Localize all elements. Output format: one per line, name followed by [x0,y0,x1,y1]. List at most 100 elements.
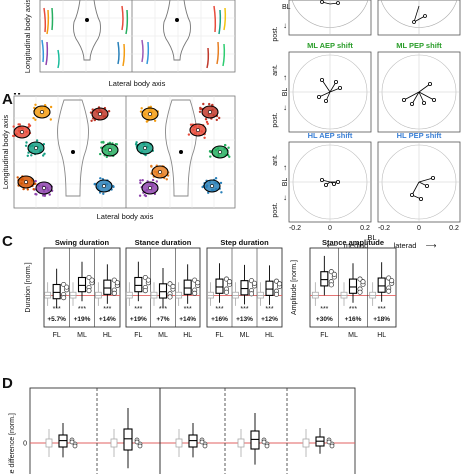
foot-cluster [138,178,159,198]
panel-aii-plot-frame [13,95,236,209]
category-label: HL [183,332,192,339]
control-box [232,282,239,306]
panel-c-subplot-4: Stance amplitude *** +30% FL *** +16% ML *** +18… [291,238,397,339]
category-label: FL [215,332,223,339]
change-label: +19% [74,316,91,323]
significance-label: *** [378,306,386,313]
ml-pep-title: ML PEP shift [396,41,442,50]
subplot-title: Stance duration [135,238,192,247]
xtick-right-1: 0.2 [360,225,370,232]
shift-bl-top-label: BL [282,4,291,11]
svg-text:↑: ↑ [283,73,287,82]
change-label: +14% [179,316,196,323]
subplot-ylabel: Amplitude [norm.] [291,260,298,315]
svg-text:↓: ↓ [283,103,287,112]
foot-cluster [24,139,46,157]
experimental-box [77,261,87,302]
change-label: +30% [316,316,333,323]
control-box [94,282,102,306]
panel-c-subplot-3: Step duration *** +16% FL *** +13% ML *** +12% HL [206,238,283,339]
xtick-left-2: -0.2 [378,225,390,232]
xtick-mid-1: 0 [328,225,332,232]
control-box [44,282,52,306]
change-label: +5.7% [47,316,66,323]
panel-d: 0 se difference [norm.] [9,387,356,474]
experimental-box [265,265,274,305]
significance-label: *** [134,306,142,313]
experimental-box [158,268,168,308]
category-label: FL [320,332,328,339]
animal-medians [248,278,258,297]
foot-cluster [198,102,221,122]
experimental-box [215,263,224,303]
svg-text:⟵: ⟵ [327,241,339,250]
difference-box [237,413,270,465]
shift-xlabel-bl: BL [367,233,376,242]
shift-post-top-label: post. [272,26,279,41]
panel-d-frame [29,387,356,474]
difference-box [302,428,335,457]
foot-cluster [187,120,209,139]
change-label: +7% [156,316,169,323]
foot-cluster [139,105,159,123]
animal-medians [328,269,337,288]
panel-d-ylabel: se difference [norm.] [9,413,16,474]
change-label: +16% [345,316,362,323]
subplot-title: Swing duration [55,238,110,247]
animal-medians [86,274,95,294]
control-box [175,282,183,306]
experimental-box [348,263,358,303]
panel-c-subplot-2: Stance duration *** +19% FL *** +7% ML *** +14% H… [125,238,201,339]
change-label: +13% [236,316,253,323]
change-label: +12% [261,316,278,323]
change-label: +14% [99,316,116,323]
xtick-right-2: 0.2 [449,225,459,232]
panel-a-ylabel: Longitudinal body axis [23,0,32,73]
difference-box [175,423,208,458]
experimental-box [240,264,249,305]
panel-c-letter: C [2,233,13,250]
significance-label: *** [103,306,111,313]
category-label: ML [348,332,358,339]
svg-text:↓: ↓ [283,193,287,202]
foot-cluster [150,164,170,181]
shift-panels: BL ↓ post. ML AEP shift ML PEP shift ant… [272,0,461,250]
hl-bl-label: BL [282,178,289,187]
experimental-box [377,262,386,302]
animal-medians [192,277,201,296]
panel-c: Swing duration *** +5.7% FL *** +19% ML *** +14%… [25,238,397,339]
panel-d-letter: D [2,375,13,392]
foot-cluster [32,103,53,122]
change-label: +16% [211,316,228,323]
animal-medians [142,274,151,294]
foot-cluster [16,175,37,191]
panel-aii: Longitudinal body axis Lateral body axis [1,95,236,221]
control-box [369,282,377,306]
foot-cluster [93,177,115,195]
change-label: +19% [130,316,147,323]
foot-cluster [208,143,231,159]
experimental-box [134,261,143,302]
significance-label: *** [184,306,192,313]
xtick-left-1: -0.2 [289,225,301,232]
significance-label: *** [53,306,61,313]
subplot-title: Step duration [220,238,269,247]
foot-cluster [134,141,154,157]
control-box [207,282,214,306]
significance-label: *** [159,306,167,313]
change-label: +18% [373,316,390,323]
foot-cluster [201,177,223,194]
significance-label: *** [78,306,86,313]
control-box [125,282,133,306]
svg-text:↑: ↑ [283,163,287,172]
subplot-ylabel: Duration [norm.] [25,262,32,312]
ml-aep-title: ML AEP shift [307,41,353,50]
hl-ant-label: ant. [272,154,279,166]
significance-label: *** [349,306,357,313]
control-box [340,282,348,306]
significance-label: *** [265,306,273,313]
category-label: ML [240,332,250,339]
experimental-box [183,264,192,304]
category-label: HL [265,332,274,339]
shift-xlabel-laterad: laterad [394,241,417,250]
